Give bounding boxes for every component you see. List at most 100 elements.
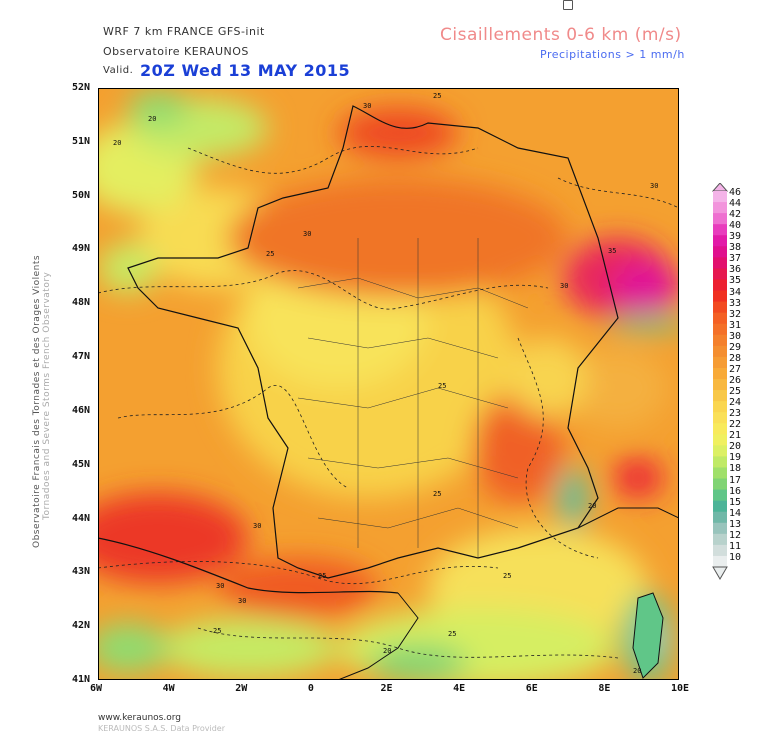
lon-tick-label: 4W (162, 683, 175, 694)
colorbar-bottom-arrow (712, 566, 728, 580)
colorbar-level-label: 32 (729, 308, 742, 320)
contour-lines (98, 145, 679, 659)
lat-tick-label: 43N (72, 566, 91, 578)
colorbar-level-label: 33 (729, 297, 742, 309)
colorbar-swatch (713, 279, 727, 292)
lat-tick-label: 47N (72, 351, 91, 363)
colorbar-swatch (713, 511, 727, 524)
colorbar-level-label: 22 (729, 419, 742, 431)
map-frame (98, 88, 679, 680)
colorbar-level-label: 38 (729, 242, 742, 254)
colorbar-level-label: 13 (729, 518, 742, 530)
colorbar-level-label: 15 (729, 496, 742, 508)
lat-tick-label: 44N (72, 512, 91, 524)
contour-label: 25 (433, 92, 441, 100)
colorbar-swatch (713, 202, 727, 214)
colorbar-level-label: 39 (729, 231, 742, 243)
lat-tick-label: 41N (72, 674, 91, 685)
toggle-checkbox[interactable] (563, 0, 573, 10)
colorbar-level-label: 24 (729, 397, 742, 409)
contour-label: 30 (238, 597, 246, 605)
colorbar (712, 183, 728, 580)
colorbar-level-label: 21 (729, 430, 742, 442)
contour-label: 25 (318, 572, 326, 580)
colorbar-level-label: 42 (729, 209, 742, 221)
colorbar-level-label: 35 (729, 275, 742, 287)
colorbar-level-label: 17 (729, 474, 742, 486)
colorbar-swatch (713, 191, 727, 203)
footer-copyright: KERAUNOS S.A.S. Data Provider (98, 724, 226, 733)
colorbar-level-label: 14 (729, 507, 742, 519)
colorbar-swatch (713, 235, 727, 247)
contour-label: 25 (503, 572, 511, 580)
contour-label: 20 (383, 647, 391, 655)
colorbar-swatch (713, 290, 727, 303)
lat-tick-label: 50N (72, 189, 91, 201)
contour-label: 20 (113, 139, 121, 147)
colorbar-swatch (713, 489, 727, 502)
colorbar-level-label: 46 (729, 187, 742, 198)
colorbar-swatch (713, 268, 727, 280)
lon-tick-label: 2E (380, 683, 393, 694)
lat-tick-label: 45N (72, 458, 91, 470)
colorbar-level-label: 26 (729, 375, 742, 386)
colorbar-level-label: 25 (729, 386, 742, 398)
colorbar-level-label: 37 (729, 253, 742, 265)
colorbar-swatch (713, 367, 727, 380)
contour-label: 30 (650, 182, 658, 190)
colorbar-swatch (713, 478, 727, 491)
colorbar-level-label: 10 (729, 551, 742, 563)
lon-tick-label: 4E (453, 683, 466, 694)
colorbar-swatch (713, 246, 727, 258)
colorbar-swatch (713, 456, 727, 468)
colorbar-swatch (713, 323, 727, 336)
side-caption-en: Tornadoes and Severe Storms French Obser… (42, 271, 52, 520)
colorbar-level-label: 36 (729, 264, 742, 276)
colorbar-swatch (713, 423, 727, 435)
lat-tick-label: 51N (72, 135, 91, 147)
colorbar-level-label: 11 (729, 540, 742, 552)
colorbar-swatch (713, 390, 727, 402)
colorbar-level-label: 30 (729, 330, 742, 342)
colorbar-level-label: 20 (729, 441, 742, 453)
shear-map: 30 25 20 20 30 25 30 35 30 25 25 25 30 2… (98, 88, 679, 680)
colorbar-level-label: 28 (729, 352, 742, 364)
colorbar-level-label: 44 (729, 198, 742, 210)
contour-label: 20 (633, 667, 641, 675)
colorbar-level-label: 12 (729, 529, 742, 541)
colorbar-swatch (713, 345, 727, 358)
valid-label: Valid. (103, 65, 134, 76)
lat-tick-label: 42N (72, 620, 91, 632)
colorbar-swatch (713, 434, 727, 446)
lon-tick-label: 6E (525, 683, 538, 694)
colorbar-swatch (713, 301, 727, 314)
colorbar-swatch (713, 356, 727, 369)
lon-tick-label: 8E (598, 683, 611, 694)
model-title: WRF 7 km FRANCE GFS-init (103, 25, 265, 38)
contour-label: 30 (253, 522, 261, 530)
colorbar-swatch (713, 334, 727, 347)
colorbar-level-label: 27 (729, 363, 742, 375)
colorbar-swatch (713, 401, 727, 413)
valid-time: 20Z Wed 13 MAY 2015 (140, 61, 351, 80)
colorbar-swatch (713, 257, 727, 269)
department-borders (297, 238, 529, 558)
contour-label: 25 (433, 490, 441, 498)
contour-label: 35 (608, 247, 616, 255)
lon-tick-label: 0 (307, 683, 314, 694)
contour-label: 25 (448, 630, 456, 638)
colorbar-level-label: 31 (729, 319, 742, 331)
footer-url[interactable]: www.keraunos.org (98, 713, 181, 723)
contour-label: 30 (560, 282, 568, 290)
lon-tick-label: 6W (90, 683, 103, 694)
colorbar-swatch (713, 467, 727, 480)
parameter-title: Cisaillements 0-6 km (m/s) (440, 25, 682, 45)
colorbar-level-label: 40 (729, 220, 742, 232)
colorbar-swatch (713, 555, 727, 568)
colorbar-swatch (713, 412, 727, 424)
colorbar-swatch (713, 500, 727, 513)
precip-note: Precipitations > 1 mm/h (540, 48, 685, 61)
colorbar-level-label: 18 (729, 463, 742, 475)
lat-tick-label: 46N (72, 404, 91, 416)
contour-label: 30 (303, 230, 311, 238)
